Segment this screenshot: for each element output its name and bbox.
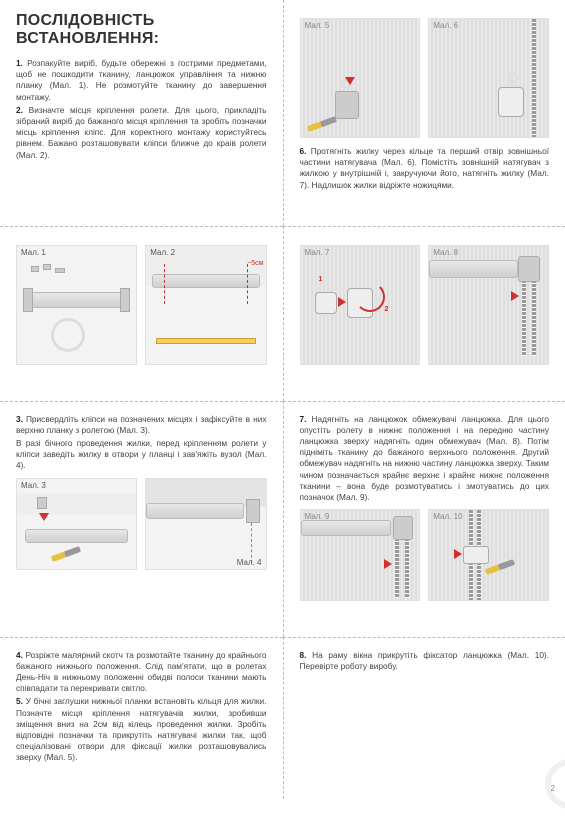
step-1: 1. Розпакуйте виріб, будьте обережні з г…: [16, 58, 267, 103]
figure-10: Мал. 10: [428, 509, 549, 601]
step-2: 2. Визначте місця кріплення ролети. Для …: [16, 105, 267, 161]
page-title: ПОСЛІДОВНІСТЬ ВСТАНОВЛЕННЯ:: [16, 12, 267, 48]
figure-2: Мал. 2 ~5см: [145, 245, 266, 365]
figure-8: Мал. 8: [428, 245, 549, 365]
step-4: 4. Розріжте малярний скотч та розмотайте…: [16, 650, 267, 695]
figure-4: Мал. 4: [145, 478, 266, 570]
step-3: 3. Присвердліть кліпси на позначених міс…: [16, 414, 267, 436]
step-8: 8. На раму вікна прикрутіть фіксатор лан…: [300, 650, 550, 672]
step-3b: В разі бічного проведення жилки, перед к…: [16, 438, 267, 472]
step-6: 6. Протягніть жилку через кільце та перш…: [300, 146, 550, 191]
step-7: 7. Надягніть на ланцюжок обмежувачі ланц…: [300, 414, 550, 504]
figure-6: Мал. 6: [428, 18, 549, 138]
figure-1: Мал. 1: [16, 245, 137, 365]
figure-7: Мал. 7 1 2: [300, 245, 421, 365]
figure-9: Мал. 9: [300, 509, 421, 601]
step-5: 5. У бічні заглушки нижньої планки встан…: [16, 696, 267, 763]
page-number: 2: [551, 784, 555, 793]
figure-3: Мал. 3: [16, 478, 137, 570]
figure-5: Мал. 5: [300, 18, 421, 138]
